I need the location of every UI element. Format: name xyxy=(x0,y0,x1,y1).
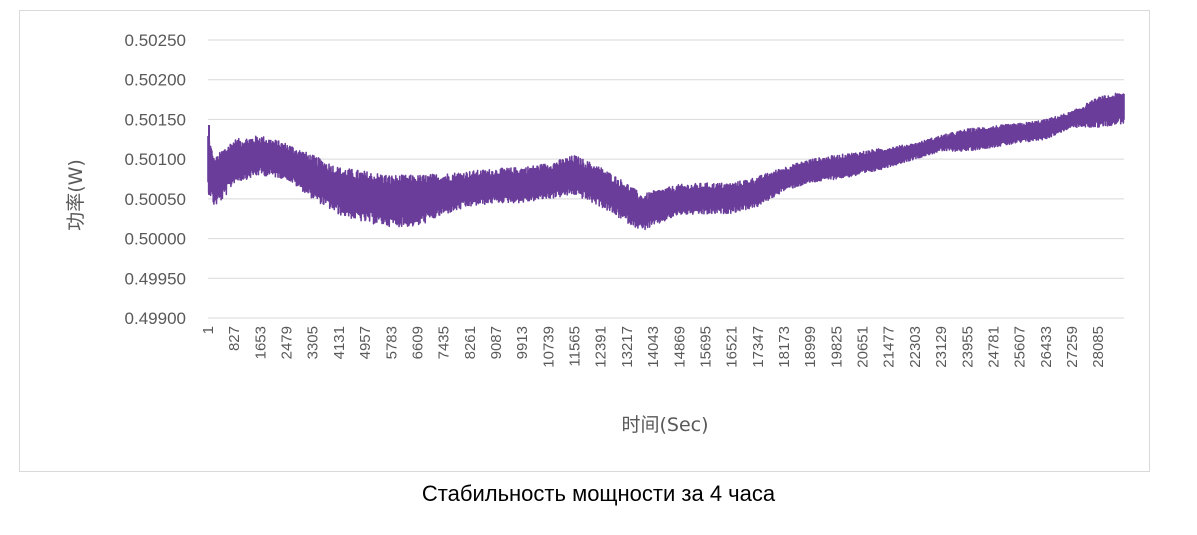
figure-caption: Стабильность мощности за 4 часа xyxy=(421,481,776,506)
y-axis-title: 功率(W) xyxy=(65,159,87,231)
x-tick-label: 25607 xyxy=(1012,326,1029,368)
x-tick-labels: 1 827 1653 2479 3305 4131 4957 5783 6609 7435 8261… xyxy=(200,326,1107,368)
x-tick-label: 13217 xyxy=(619,326,636,368)
x-tick-label: 1 xyxy=(200,326,217,334)
x-tick-label: 3305 xyxy=(305,326,322,359)
x-tick-label: 18173 xyxy=(776,326,793,368)
y-tick-label: 0.50200 xyxy=(125,71,186,90)
y-tick-label: 0.49900 xyxy=(125,309,186,328)
x-tick-label: 20651 xyxy=(855,326,872,368)
x-axis-title: 时间(Sec) xyxy=(621,414,708,436)
x-tick-label: 4131 xyxy=(331,326,348,359)
x-tick-label: 9087 xyxy=(488,326,505,359)
x-tick-label: 827 xyxy=(226,326,243,351)
x-tick-label: 14043 xyxy=(645,326,662,368)
x-tick-label: 2479 xyxy=(279,326,296,359)
x-tick-label: 1653 xyxy=(252,326,269,359)
series-line-0 xyxy=(207,92,1125,231)
y-tick-label: 0.50000 xyxy=(125,230,186,249)
x-tick-label: 17347 xyxy=(750,326,767,368)
x-tick-label: 24781 xyxy=(985,326,1002,368)
x-tick-label: 27259 xyxy=(1064,326,1081,368)
x-tick-label: 23955 xyxy=(959,326,976,368)
x-tick-label: 8261 xyxy=(462,326,479,359)
y-tick-label: 0.50100 xyxy=(125,150,186,169)
series-layer xyxy=(207,92,1125,231)
x-tick-label: 14869 xyxy=(671,326,688,368)
y-tick-label: 0.50050 xyxy=(125,190,186,209)
y-tick-label: 0.50150 xyxy=(125,110,186,129)
y-tick-label: 0.50250 xyxy=(125,31,186,50)
x-tick-label: 28085 xyxy=(1090,326,1107,368)
x-tick-label: 6609 xyxy=(409,326,426,359)
y-tick-labels: 0.50250 0.50200 0.50150 0.50100 0.50050 0.500… xyxy=(125,31,186,328)
x-tick-label: 5783 xyxy=(383,326,400,359)
x-tick-label: 4957 xyxy=(357,326,374,359)
chart-svg: 0.50250 0.50200 0.50150 0.50100 0.50050 0.500… xyxy=(65,31,1125,436)
x-tick-label: 10739 xyxy=(540,326,557,368)
x-tick-label: 19825 xyxy=(828,326,845,368)
y-tick-label: 0.49950 xyxy=(125,269,186,288)
x-tick-label: 18999 xyxy=(802,326,819,368)
x-tick-label: 7435 xyxy=(436,326,453,359)
chart-frame: 0.50250 0.50200 0.50150 0.50100 0.50050 0.500… xyxy=(19,10,1150,472)
x-tick-label: 21477 xyxy=(881,326,898,368)
x-tick-label: 26433 xyxy=(1038,326,1055,368)
x-tick-label: 12391 xyxy=(593,326,610,368)
x-tick-label: 22303 xyxy=(907,326,924,368)
x-tick-label: 23129 xyxy=(933,326,950,368)
x-tick-label: 9913 xyxy=(514,326,531,359)
x-tick-label: 11565 xyxy=(567,326,584,367)
x-tick-label: 16521 xyxy=(724,326,741,368)
x-tick-label: 15695 xyxy=(697,326,714,368)
